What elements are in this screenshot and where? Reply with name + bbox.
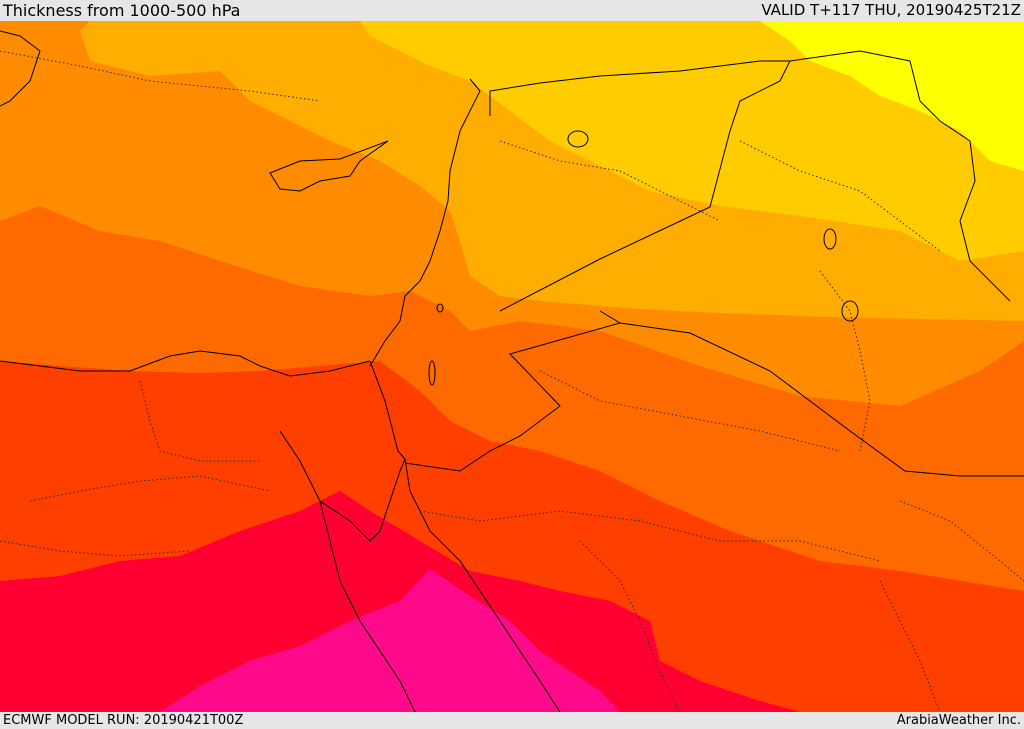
band-level-8 <box>160 569 620 712</box>
lake-assad <box>567 130 589 148</box>
dotted-line-8 <box>139 380 260 462</box>
map-title: Thickness from 1000-500 hPa <box>3 1 241 20</box>
iran-iraq-border <box>909 60 1011 302</box>
map-canvas <box>0 21 1024 712</box>
syria-iraq-border <box>499 60 791 312</box>
dead-sea <box>428 360 436 386</box>
internal-borders <box>0 50 1024 712</box>
valid-time-label: VALID T+117 THU, 20190425T21Z <box>761 1 1021 19</box>
thickness-map <box>0 21 1024 712</box>
sinai-border <box>369 360 406 460</box>
footer-bar: ECMWF MODEL RUN: 20190421T00Z ArabiaWeat… <box>0 712 1024 729</box>
sea-of-galilee <box>436 303 444 313</box>
lake-razazza <box>841 300 859 322</box>
egypt-coast <box>0 350 371 377</box>
credit-label: ArabiaWeather Inc. <box>896 713 1021 728</box>
lakes <box>428 130 859 386</box>
dotted-line-4 <box>819 270 871 452</box>
dotted-line-10 <box>0 540 191 557</box>
red-sea-west <box>319 500 416 712</box>
turkey-border <box>489 50 911 116</box>
dotted-line-6 <box>419 510 881 562</box>
turkey-west-coast <box>0 30 41 107</box>
dotted-line-5 <box>539 370 841 452</box>
dotted-line-3 <box>739 140 941 252</box>
cyprus-outline <box>269 140 389 192</box>
country-borders <box>0 30 1024 712</box>
red-sea-east <box>404 458 561 712</box>
lake-tharthar <box>823 228 837 250</box>
levant-coast <box>369 78 481 367</box>
band-level-1 <box>760 21 1024 171</box>
header-bar: Thickness from 1000-500 hPa VALID T+117 … <box>0 0 1024 21</box>
dotted-line-2 <box>499 140 721 222</box>
iraq-saudi-border <box>619 322 1024 477</box>
jordan-saudi-border <box>404 310 622 472</box>
dotted-line-1 <box>0 50 321 102</box>
dotted-line-11 <box>879 580 941 712</box>
model-run-label: ECMWF MODEL RUN: 20190421T00Z <box>3 713 244 728</box>
dotted-line-7 <box>579 540 681 712</box>
gulf-of-suez <box>279 430 406 542</box>
